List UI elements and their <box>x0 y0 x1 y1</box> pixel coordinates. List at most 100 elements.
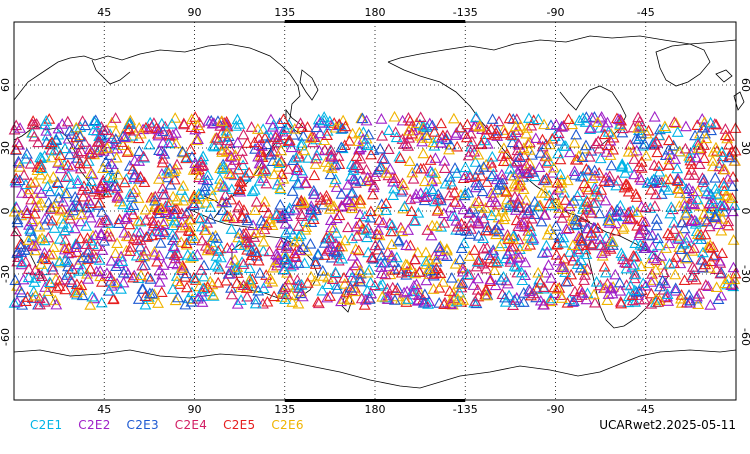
occultation-marker <box>57 195 70 207</box>
occultation-marker <box>169 294 182 306</box>
occultation-marker <box>149 190 162 202</box>
lat-tick-label-right: 0 <box>739 208 750 215</box>
occultation-marker <box>617 221 630 232</box>
occultation-marker <box>333 209 346 221</box>
occultation-marker <box>690 216 703 227</box>
occultation-marker <box>354 264 367 276</box>
occultation-marker <box>669 284 682 296</box>
occultation-marker <box>402 124 415 136</box>
occultation-marker <box>662 143 675 155</box>
occultation-marker <box>647 173 660 185</box>
occultation-marker <box>275 168 288 179</box>
occultation-marker <box>663 237 676 249</box>
occultation-marker <box>330 246 343 258</box>
occultation-marker <box>435 117 448 129</box>
occultation-marker <box>444 138 457 150</box>
occultation-marker <box>225 288 238 300</box>
occultation-marker <box>346 232 358 244</box>
occultation-marker <box>479 202 492 213</box>
occultation-marker <box>128 124 141 136</box>
occultation-marker <box>269 256 282 267</box>
occultation-marker <box>171 275 183 287</box>
occultation-marker <box>231 201 244 213</box>
occultation-marker <box>337 293 350 304</box>
occultation-marker <box>430 255 443 267</box>
occultation-marker <box>492 225 505 237</box>
occultation-marker <box>580 163 593 174</box>
occultation-marker <box>291 195 304 207</box>
occultation-marker <box>480 158 493 170</box>
frame-highlight-bar <box>284 20 466 23</box>
occultation-marker <box>485 156 498 168</box>
occultation-marker <box>14 161 26 172</box>
occultation-marker <box>414 162 427 174</box>
occultation-marker <box>168 214 181 226</box>
occultation-marker <box>376 290 389 302</box>
occultation-marker <box>671 182 684 194</box>
occultation-marker <box>309 258 322 269</box>
occultation-marker <box>507 240 520 252</box>
occultation-marker <box>9 274 22 285</box>
occultation-marker <box>684 294 696 306</box>
occultation-marker <box>347 172 360 184</box>
occultation-marker <box>199 239 212 251</box>
occultation-marker <box>214 177 227 189</box>
occultation-marker <box>712 293 725 304</box>
occultation-marker <box>35 258 48 269</box>
occultation-marker <box>134 234 147 245</box>
occultation-marker <box>513 201 526 212</box>
occultation-marker <box>543 223 556 235</box>
occultation-marker <box>600 146 613 157</box>
occultation-marker <box>84 299 97 310</box>
occultation-marker <box>703 242 716 253</box>
occultation-marker <box>600 232 613 243</box>
occultation-marker <box>638 138 651 149</box>
occultation-marker <box>594 233 606 244</box>
occultation-marker <box>647 274 660 285</box>
occultation-marker <box>407 279 420 291</box>
occultation-marker <box>318 134 331 146</box>
occultation-marker <box>394 152 407 164</box>
occultation-marker <box>162 167 175 178</box>
occultation-marker <box>245 245 258 256</box>
occultation-marker <box>507 113 520 124</box>
occultation-marker <box>616 159 629 171</box>
occultation-marker <box>140 121 152 133</box>
occultation-marker <box>36 270 48 281</box>
occultation-marker <box>361 284 374 296</box>
occultation-marker <box>635 260 648 272</box>
occultation-marker <box>285 141 298 153</box>
occultation-marker <box>253 267 266 278</box>
occultation-marker <box>171 247 183 258</box>
occultation-marker <box>346 127 359 139</box>
occultation-marker <box>126 129 139 141</box>
occultation-marker <box>402 293 415 304</box>
occultation-marker <box>295 136 308 148</box>
occultation-marker <box>338 234 351 246</box>
occultation-marker <box>323 231 336 243</box>
occultation-marker <box>24 225 37 236</box>
occultation-marker <box>517 208 529 219</box>
occultation-marker <box>272 161 285 172</box>
occultation-marker <box>290 164 303 176</box>
occultation-marker <box>164 247 177 259</box>
occultation-marker <box>192 188 205 199</box>
occultation-marker <box>349 243 362 254</box>
occultation-marker <box>729 154 741 166</box>
occultation-marker <box>166 234 179 246</box>
occultation-marker <box>574 261 587 273</box>
occultation-marker <box>601 294 614 306</box>
occultation-marker <box>196 234 209 246</box>
occultation-marker <box>54 204 67 216</box>
occultation-marker <box>647 138 660 150</box>
occultation-marker <box>714 267 727 279</box>
occultation-marker <box>29 239 42 251</box>
occultation-marker <box>349 173 361 185</box>
occultation-marker <box>662 134 675 146</box>
occultation-marker <box>55 212 68 224</box>
occultation-marker <box>525 232 538 243</box>
occultation-marker <box>253 132 265 143</box>
occultation-marker <box>307 184 320 196</box>
occultation-marker <box>68 222 81 234</box>
occultation-marker <box>672 175 684 186</box>
